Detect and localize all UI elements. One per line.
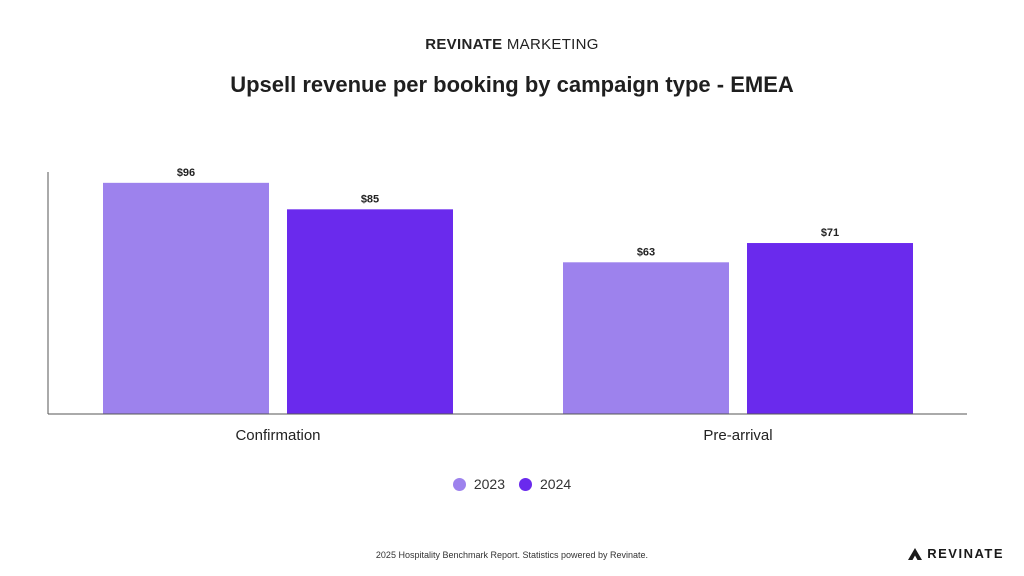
revinate-logo-icon [908,547,923,560]
bar-confirmation-2023 [103,182,269,414]
footer-note: 2025 Hospitality Benchmark Report. Stati… [375,550,649,560]
legend-item-2024: 2024 [519,476,571,492]
legend-label-2023: 2023 [473,476,505,492]
bar-chart: $96 $85 $63 $71 Confirmation Pre-arrival [47,167,967,444]
brand-name: REVINATE [425,36,503,53]
data-label-pre-arrival-2024: $71 [821,227,839,239]
bar-pre-arrival-2024 [747,243,913,414]
category-labels: Confirmation Pre-arrival [235,427,772,444]
bars-group: $96 $85 $63 $71 [103,167,913,414]
revinate-logo: REVINATE [908,546,1004,561]
legend-swatch-2023 [452,477,466,491]
legend-swatch-2024 [519,477,532,491]
legend-item-2023: 2023 [452,476,505,492]
data-label-pre-arrival-2023: $63 [637,246,655,258]
data-label-confirmation-2024: $85 [361,193,379,205]
legend-label-2024: 2024 [540,476,572,492]
category-label-pre-arrival: Pre-arrival [703,427,772,444]
data-label-confirmation-2023: $96 [177,167,195,179]
brand-suffix: MARKETING [502,36,599,53]
brand-line: REVINATE MARKETING [0,36,1024,53]
chart-title: Upsell revenue per booking by campaign t… [230,72,794,97]
logo-text: REVINATE [927,546,1004,561]
category-label-confirmation: Confirmation [235,427,320,444]
bar-confirmation-2024 [287,209,453,414]
bar-pre-arrival-2023 [563,262,729,414]
legend: 2023 2024 [0,476,1024,492]
